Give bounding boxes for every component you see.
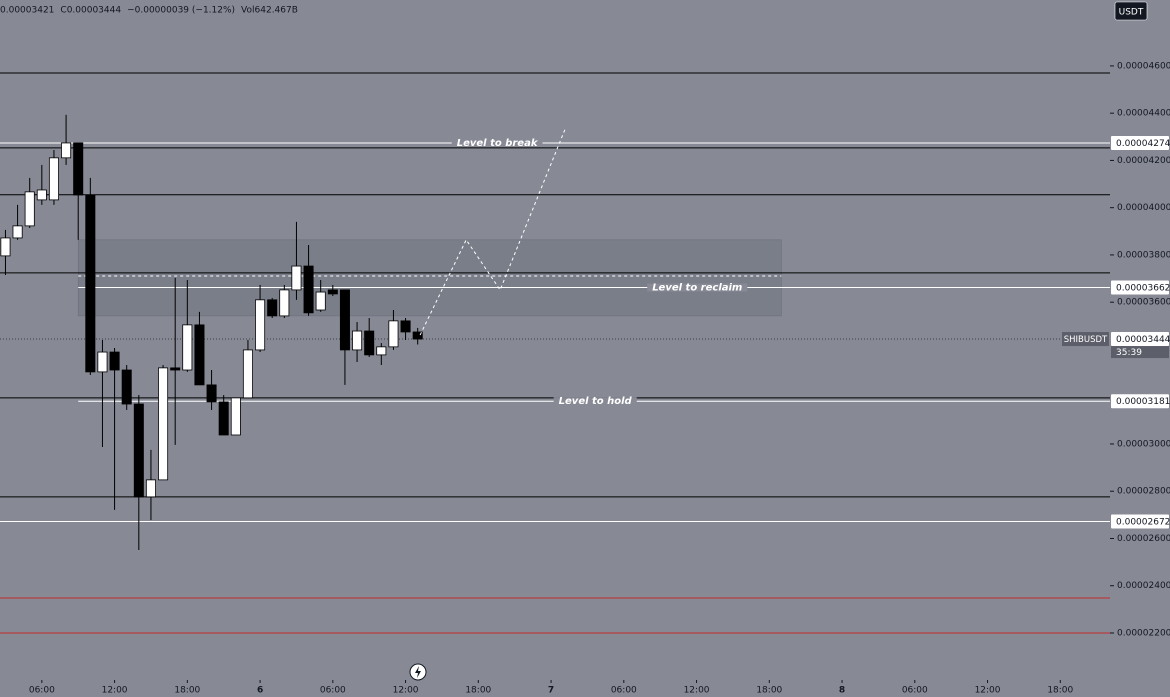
x-tick-label: 06:00 <box>611 686 637 696</box>
candle-body <box>352 330 363 351</box>
currency-box[interactable] <box>1114 1 1148 21</box>
x-tick-label: 06:00 <box>902 686 928 696</box>
zone <box>77 239 782 317</box>
icon-bolt <box>415 666 421 678</box>
candle-body <box>255 299 266 351</box>
candle-body <box>242 349 253 399</box>
header-value: 0.00003421 <box>0 6 54 16</box>
annotation-gap <box>451 138 543 147</box>
candle-body <box>327 289 338 295</box>
countdown-box <box>1111 346 1169 359</box>
candle-body <box>206 384 217 403</box>
x-tick-label: 06:00 <box>29 686 55 696</box>
candle-body <box>145 479 156 498</box>
annotation: Level to reclaim <box>652 283 742 294</box>
price-label-box <box>1111 135 1169 150</box>
candle-body <box>0 237 11 257</box>
y-tick-label: 0.00003600 <box>1117 298 1170 308</box>
currency-label: USDT <box>1119 8 1144 18</box>
x-tick-label: 12:00 <box>975 686 1001 696</box>
x-tick-label: 12:00 <box>393 686 419 696</box>
symbol-box <box>1062 332 1109 347</box>
price-label: 0.00002672 <box>1116 517 1170 527</box>
plot-area: Level to break Level to reclaim Level to h… <box>0 72 1110 634</box>
x-tick-label: 18:00 <box>756 686 782 696</box>
x-tick-label: 12:00 <box>102 686 128 696</box>
x-tick-label: 7 <box>548 686 554 696</box>
candle-body <box>218 401 229 436</box>
y-tick-label: 0.00002200 <box>1117 628 1170 638</box>
y-tick-label: 0.00003800 <box>1117 250 1170 260</box>
candle-body <box>412 331 423 340</box>
candle-body <box>85 194 96 373</box>
candle-body <box>121 369 132 405</box>
candle-body <box>339 289 350 351</box>
y-tick-label: 0.00004400 <box>1117 109 1170 119</box>
candle-body <box>182 324 193 371</box>
candle-body <box>291 265 302 291</box>
price-label-box <box>1111 280 1169 295</box>
header-value: Vol642.467B <box>241 6 298 16</box>
x-tick-label: 06:00 <box>320 686 346 696</box>
y-tick-label: 0.00004000 <box>1117 203 1170 213</box>
candle-body <box>48 157 59 201</box>
candle-body <box>376 346 387 356</box>
annotation: Level to hold <box>559 396 633 407</box>
candle-body <box>364 330 375 356</box>
candle-body <box>158 367 169 481</box>
price-label-box <box>1111 394 1169 409</box>
projection-path <box>419 127 567 336</box>
candle-body <box>194 324 205 386</box>
price-label: 0.00003662 <box>1116 284 1170 294</box>
x-tick-label: 18:00 <box>1047 686 1073 696</box>
price-label: 0.00004274 <box>1116 139 1170 149</box>
y-tick-label: 0.00003000 <box>1117 439 1170 449</box>
y-tick-label: 0.00002400 <box>1117 581 1170 591</box>
candle-body <box>36 189 47 201</box>
candle-body <box>315 291 326 311</box>
candle-body <box>73 142 84 196</box>
x-tick-label: 12:00 <box>684 686 710 696</box>
annotation-gap <box>647 283 748 292</box>
last-price-label-box <box>1111 332 1169 347</box>
x-tick-label: 18:00 <box>174 686 200 696</box>
candle-body <box>133 403 144 498</box>
candle-body <box>388 320 399 348</box>
symbol: SHIBUSDT <box>1064 335 1108 345</box>
annotation: Level to break <box>457 138 539 149</box>
annotation-gap <box>553 397 637 406</box>
y-tick-label: 0.00004600 <box>1117 61 1170 71</box>
candle-body <box>303 265 314 314</box>
candle-body <box>267 299 278 317</box>
countdown: 35:39 <box>1116 348 1142 358</box>
candle-body <box>230 397 241 436</box>
candle-body <box>109 351 120 371</box>
candle-body <box>170 367 181 371</box>
last-price-label: 0.00003444 <box>1116 335 1170 345</box>
candle-body <box>279 289 290 317</box>
header-value: C0.00003444 <box>60 6 121 16</box>
y-tick-label: 0.00002800 <box>1117 487 1170 497</box>
x-tick-label: 6 <box>257 686 263 696</box>
price-label: 0.00003181 <box>1116 397 1170 407</box>
candle-body <box>24 191 35 227</box>
candle-body <box>12 225 23 239</box>
x-tick-label: 18:00 <box>465 686 491 696</box>
price-label-box <box>1111 514 1169 529</box>
candle-body <box>400 320 411 333</box>
replay-icon[interactable] <box>409 663 427 681</box>
y-tick-label: 0.00004200 <box>1117 156 1170 166</box>
x-tick-label: 8 <box>839 686 845 696</box>
y-tick-label: 0.00002600 <box>1117 534 1170 544</box>
candle-body <box>97 351 108 373</box>
header-value: −0.00000039 (−1.12%) <box>127 6 235 16</box>
candle-body <box>61 142 72 159</box>
